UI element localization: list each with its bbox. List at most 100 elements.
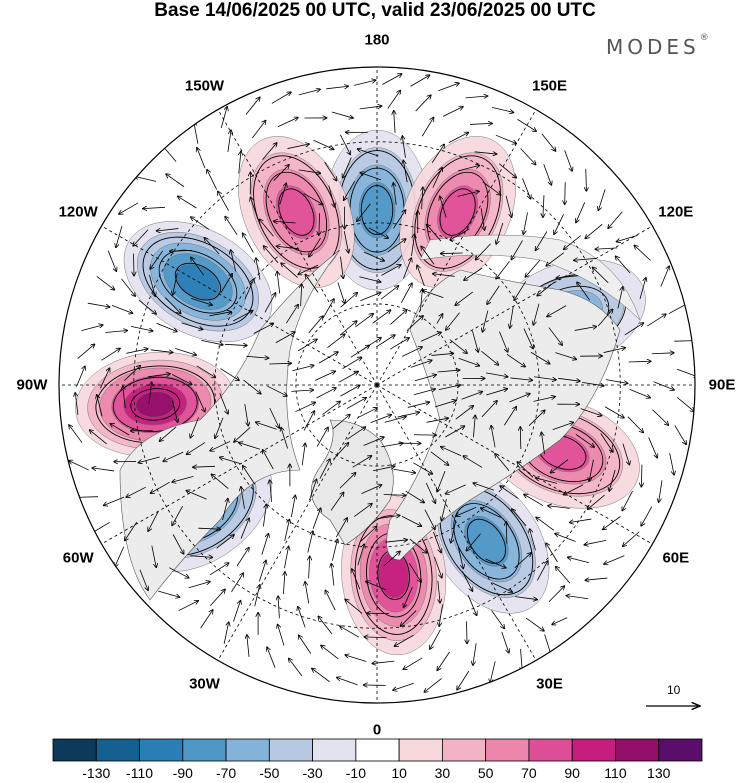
wind-arrow-33 <box>314 371 335 381</box>
colorbar-box-7 <box>355 738 400 762</box>
wind-arrow-378 <box>501 631 509 653</box>
wind-arrow-114 <box>340 256 343 279</box>
wind-arrow-73 <box>485 372 508 377</box>
wind-arrow-152 <box>343 230 348 253</box>
wind-arrow-157 <box>244 279 254 300</box>
wind-arrow-489 <box>69 425 83 443</box>
wind-arrow-236 <box>457 191 479 197</box>
wind-arrow-184 <box>533 303 540 325</box>
wind-arrow-296 <box>191 217 210 230</box>
wind-arrow-401 <box>469 123 492 124</box>
wind-arrow-186 <box>496 261 510 278</box>
longitude-label-150w: 150W <box>184 77 225 95</box>
wind-arrow-447 <box>604 555 625 564</box>
colorbar-box-3 <box>182 738 227 762</box>
wind-arrow-490 <box>69 461 89 471</box>
wind-arrow-254 <box>163 451 184 461</box>
wind-arrow-69 <box>441 447 462 457</box>
wind-arrow-364 <box>126 486 146 497</box>
wind-arrow-435 <box>345 655 367 662</box>
wind-arrow-235 <box>480 208 484 230</box>
wind-arrow-329 <box>622 443 630 465</box>
wind-arrow-277 <box>603 348 625 353</box>
wind-arrow-410 <box>227 130 231 153</box>
wind-arrow-210 <box>284 520 290 542</box>
wind-arrow-391 <box>647 314 666 327</box>
wind-arrow-138 <box>520 427 521 449</box>
wind-arrow-141 <box>534 376 556 380</box>
wind-arrow-384 <box>603 516 621 529</box>
wind-arrow-500 <box>267 647 276 668</box>
wind-arrow-251 <box>171 374 192 384</box>
wind-arrow-99 <box>446 484 466 494</box>
wind-arrow-195 <box>274 221 296 223</box>
wind-arrow-115 <box>298 264 319 274</box>
wind-arrow-148 <box>427 224 442 242</box>
wind-arrow-242 <box>303 193 323 204</box>
wind-arrow-319 <box>430 629 441 649</box>
wind-arrow-326 <box>570 518 592 522</box>
wind-arrow-310 <box>236 548 249 567</box>
wind-arrow-423 <box>92 468 115 472</box>
wind-arrow-25 <box>420 332 441 342</box>
wind-arrow-162 <box>215 417 224 438</box>
map-boundary <box>58 66 696 704</box>
map-title: Base 14/06/2025 00 UTC, valid 23/06/2025… <box>154 0 596 21</box>
wind-arrow-160 <box>220 368 239 381</box>
wind-arrow-68 <box>437 470 446 492</box>
wind-arrow-140 <box>533 397 555 402</box>
wind-arrow-353 <box>178 196 197 209</box>
colorbar-box-9 <box>441 738 487 762</box>
wind-arrow-154 <box>276 246 299 250</box>
wind-arrow-118 <box>264 293 276 313</box>
wind-arrow-181 <box>558 377 580 381</box>
wind-arrow-420 <box>99 368 109 389</box>
colorbar-tick-label: 110 <box>604 765 627 781</box>
wind-arrow-286 <box>457 165 479 172</box>
wind-arrow-285 <box>482 181 501 195</box>
wind-arrow-153 <box>309 237 321 257</box>
wind-arrow-274 <box>600 433 613 452</box>
wind-arrow-303 <box>148 382 152 404</box>
wind-arrow-486 <box>77 344 95 359</box>
wind-arrow-32 <box>318 352 338 364</box>
wind-arrow-177 <box>517 462 534 478</box>
wind-arrow-77 <box>423 290 444 298</box>
wind-arrow-468 <box>438 83 459 92</box>
wind-arrow-376 <box>437 651 450 670</box>
wind-arrow-176 <box>500 486 519 499</box>
wind-arrow-325 <box>555 534 576 542</box>
wind-arrow-191 <box>393 183 397 205</box>
wind-arrow-257 <box>222 499 228 521</box>
wind-arrow-394 <box>595 248 618 249</box>
colorbar-box-10 <box>485 738 530 762</box>
wind-arrow-261 <box>309 556 310 579</box>
wind-arrow-72 <box>486 389 507 396</box>
wind-arrow-372 <box>298 607 306 628</box>
wind-arrow-189 <box>440 196 447 218</box>
wind-arrow-125 <box>263 450 274 470</box>
wind-arrow-255 <box>172 475 194 482</box>
wind-arrow-40 <box>413 462 432 474</box>
wind-arrow-105 <box>506 353 525 366</box>
wind-arrow-312 <box>283 572 285 594</box>
wind-arrow-324 <box>546 543 558 563</box>
wind-arrow-428 <box>188 582 210 589</box>
wind-arrow-461 <box>598 189 606 210</box>
wind-arrow-418 <box>105 330 127 332</box>
wind-arrow-97 <box>424 509 435 530</box>
wind-arrow-330 <box>627 416 643 433</box>
wind-arrow-123 <box>234 426 251 442</box>
wind-arrow-452 <box>674 425 686 444</box>
wind-arrow-409 <box>251 121 265 139</box>
wind-arrow-359 <box>126 349 148 354</box>
wind-arrow-21 <box>434 400 456 408</box>
wind-arrow-365 <box>148 511 159 532</box>
colorbar-tick-label: -110 <box>126 765 154 781</box>
wind-arrow-116 <box>281 263 298 278</box>
wind-arrow-473 <box>298 89 320 96</box>
wind-arrow-453 <box>676 397 694 411</box>
wind-arrow-357 <box>138 299 156 314</box>
wind-arrow-237 <box>432 168 442 188</box>
wind-arrow-482 <box>107 250 116 271</box>
